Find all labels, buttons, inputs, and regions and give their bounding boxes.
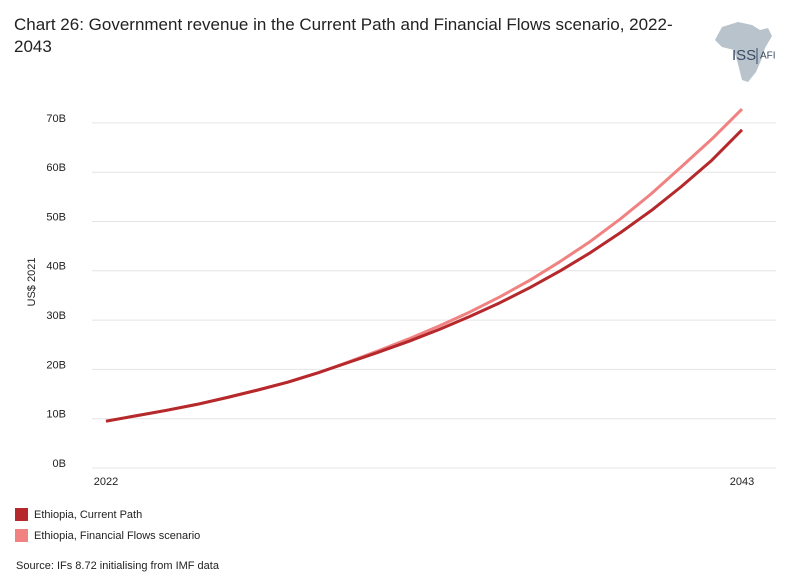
logo: ISS AFI <box>715 22 776 82</box>
legend-label: Ethiopia, Current Path <box>34 509 142 521</box>
logo-iss: ISS <box>732 47 756 64</box>
y-tick-label: 40B <box>46 261 66 273</box>
line-series <box>105 128 744 423</box>
legend-label: Ethiopia, Financial Flows scenario <box>34 530 200 542</box>
source: Source: IFs 8.72 initialising from IMF d… <box>16 560 220 572</box>
line-series <box>105 108 744 423</box>
x-tick-label: 2043 <box>730 476 754 488</box>
y-tick-label: 0B <box>53 458 66 470</box>
y-axis-label: US$ 2021 <box>26 258 38 307</box>
y-tick-label: 30B <box>46 310 66 322</box>
chart-title: Chart 26: Government revenue in the Curr… <box>14 15 673 56</box>
y-tick-label: 10B <box>46 409 66 421</box>
y-tick-label: 60B <box>46 162 66 174</box>
logo-afi: AFI <box>760 51 776 62</box>
y-tick-label: 20B <box>46 359 66 371</box>
y-tick-label: 50B <box>46 211 66 223</box>
legend-swatch <box>15 508 28 521</box>
y-tick-label: 70B <box>46 113 66 125</box>
x-tick-label: 2022 <box>94 476 118 488</box>
legend-swatch <box>15 529 28 542</box>
africa-shape <box>715 22 772 82</box>
